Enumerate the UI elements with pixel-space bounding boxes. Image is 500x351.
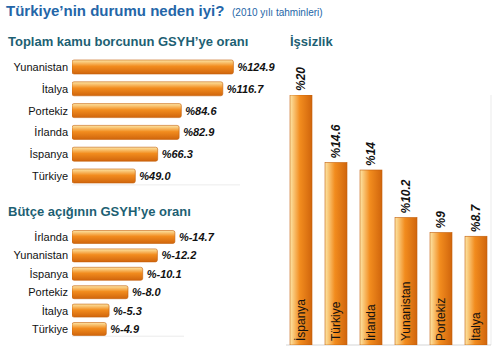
category-label: Yunanistan <box>399 282 413 341</box>
baseline <box>286 345 491 346</box>
data-label: %84.6 <box>185 105 217 117</box>
category-label: Türkiye <box>329 301 343 341</box>
data-label: %14.6 <box>329 124 343 158</box>
category-label: İtalya <box>42 305 69 317</box>
bar <box>290 95 312 345</box>
axis-line <box>72 336 184 337</box>
data-label: %-12.2 <box>161 249 196 261</box>
data-label: %-10.1 <box>147 268 182 280</box>
axis-line <box>72 184 240 185</box>
category-label: İspanya <box>29 268 68 280</box>
category-label: İspanya <box>29 148 68 160</box>
category-label: Portekiz <box>28 105 68 117</box>
chart-title: Toplam kamu borcunun GSYH’ye oranı <box>8 34 248 49</box>
page: {"header": {"title": "Türkiye’nin durumu… <box>0 0 500 351</box>
bar <box>72 267 143 280</box>
bar <box>430 233 452 346</box>
data-label: %8.7 <box>469 204 483 233</box>
category-label: İrlanda <box>364 304 378 341</box>
category-label: İtalya <box>42 83 69 95</box>
bars <box>72 60 233 183</box>
bar <box>72 104 181 118</box>
category-label: Türkiye <box>32 323 68 335</box>
data-label: %82.9 <box>183 126 215 138</box>
bar <box>72 125 179 139</box>
data-label: %124.9 <box>237 61 275 73</box>
data-label: %-14.7 <box>179 231 215 243</box>
bar <box>395 218 417 346</box>
header-title: Türkiye’nin durumu neden iyi? <box>6 2 224 19</box>
bar <box>72 323 106 336</box>
header-subtitle: (2010 yılı tahminleri) <box>232 7 323 18</box>
bar <box>360 170 382 345</box>
bar <box>72 60 233 74</box>
data-label: %9 <box>434 211 448 229</box>
bar <box>72 286 128 299</box>
bars <box>72 231 175 336</box>
axis-line <box>491 95 492 345</box>
chart-0: Toplam kamu borcunun GSYH’ye oranı Yunani… <box>8 34 276 185</box>
bar <box>465 236 487 345</box>
category-label: Türkiye <box>32 170 68 182</box>
bar <box>325 163 347 346</box>
category-label: İrlanda <box>34 126 69 138</box>
category-label: Yunanistan <box>14 61 68 73</box>
data-label: %49.0 <box>139 170 171 182</box>
chart-1: Bütçe açığının GSYH’ye oranı İrlanda %-14.… <box>8 204 215 336</box>
category-label: İrlanda <box>34 231 69 243</box>
bar <box>72 82 223 96</box>
category-label: Portekiz <box>28 286 68 298</box>
data-label: %-4.9 <box>110 323 140 335</box>
bar <box>72 249 157 262</box>
data-label: %20 <box>294 67 308 91</box>
data-label: %116.7 <box>227 83 264 95</box>
infographic: Türkiye’nin durumu neden iyi? (2010 yılı … <box>0 0 500 351</box>
chart-title: İşsizlik <box>290 34 333 49</box>
category-label: İtalya <box>469 312 483 341</box>
bar <box>72 169 135 183</box>
data-label: %10.2 <box>399 179 413 213</box>
chart-2: İşsizlik İspanya %20 Türkiye %14.6 İrlanda %14… <box>286 34 491 345</box>
background <box>0 0 500 351</box>
bar <box>72 231 175 244</box>
category-label: Yunanistan <box>14 249 68 261</box>
bar <box>72 304 109 317</box>
data-label: %66.3 <box>162 148 193 160</box>
chart-title: Bütçe açığının GSYH’ye oranı <box>8 204 191 219</box>
bars <box>290 95 487 345</box>
category-label: Portekiz <box>434 298 448 341</box>
category-label: İspanya <box>294 299 308 341</box>
data-label: %14 <box>364 142 378 166</box>
bar <box>72 147 158 161</box>
data-label: %-5.3 <box>113 305 142 317</box>
data-label: %-8.0 <box>132 286 162 298</box>
